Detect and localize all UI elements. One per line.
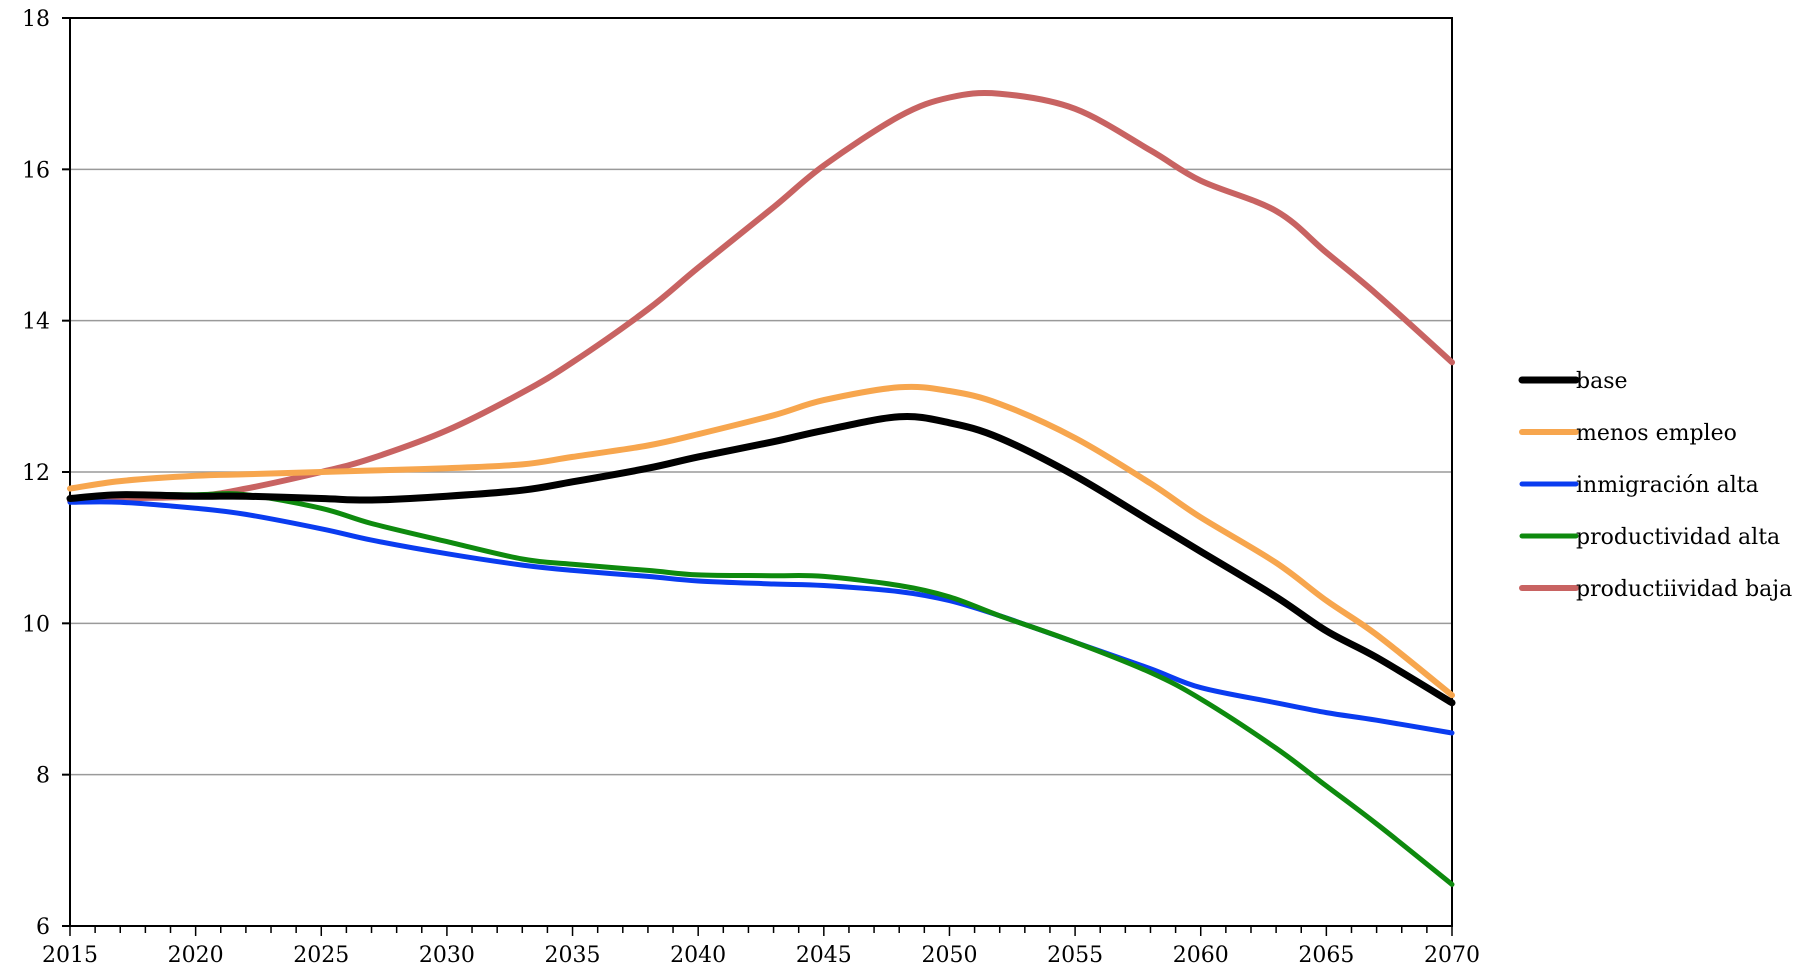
y-tick-label: 18: [22, 7, 50, 32]
x-tick-label: 2065: [1298, 943, 1354, 968]
legend-label: inmigración alta: [1576, 473, 1759, 498]
y-tick-label: 6: [36, 915, 50, 940]
x-tick-label: 2055: [1047, 943, 1103, 968]
x-tick-label: 2030: [419, 943, 475, 968]
y-tick-label: 12: [22, 461, 50, 486]
x-tick-label: 2040: [670, 943, 726, 968]
legend-label: menos empleo: [1576, 421, 1737, 446]
series-line-productiividad-baja: [67, 89, 1455, 504]
legend-label: base: [1576, 369, 1628, 394]
y-tick-label: 8: [36, 764, 50, 789]
x-axis-ticks: 2015 2020 2025 2030 2035 2040 2045 2050 2055 2060…: [42, 926, 1480, 968]
series-line-productividad-alta: [67, 491, 1455, 887]
x-tick-label: 2070: [1424, 943, 1480, 968]
series-lines: [66, 89, 1456, 887]
y-tick-label: 14: [22, 310, 50, 335]
x-tick-label: 2050: [921, 943, 977, 968]
legend-label: productiividad baja: [1576, 577, 1792, 602]
y-tick-label: 16: [22, 158, 50, 183]
y-axis-ticks: 6 8 10 12 14 16 18: [22, 7, 70, 940]
series-line-base: [66, 413, 1456, 707]
x-tick-label: 2015: [42, 943, 98, 968]
series-line-menos-empleo: [67, 383, 1455, 699]
series-line-inmigración-alta: [67, 499, 1455, 736]
x-tick-label: 2045: [796, 943, 852, 968]
x-tick-label: 2060: [1173, 943, 1229, 968]
legend-label: productividad alta: [1576, 525, 1780, 550]
x-tick-label: 2025: [293, 943, 349, 968]
y-tick-label: 10: [22, 612, 50, 637]
legend: base menos empleo inmigración alta producti…: [1518, 369, 1792, 602]
x-tick-label: 2035: [545, 943, 601, 968]
x-tick-label: 2020: [168, 943, 224, 968]
